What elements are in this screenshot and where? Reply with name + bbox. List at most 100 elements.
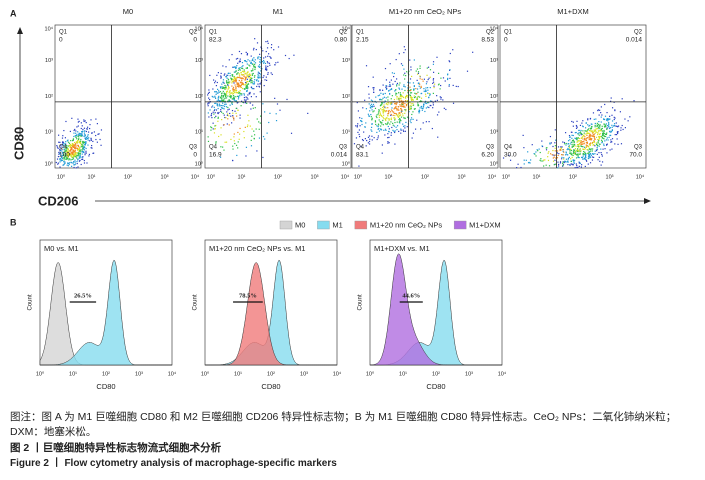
dot — [220, 146, 222, 148]
dot — [404, 127, 406, 129]
dot — [68, 142, 71, 144]
dot — [574, 137, 576, 139]
dot — [568, 152, 571, 154]
dot — [238, 61, 240, 63]
dot — [251, 135, 253, 137]
dot — [276, 103, 279, 105]
dot — [80, 163, 82, 166]
dot — [378, 94, 381, 96]
dot — [83, 147, 85, 149]
dot — [246, 72, 248, 74]
dot — [233, 80, 236, 82]
dot — [589, 148, 591, 150]
dot — [573, 161, 575, 163]
dot — [245, 99, 247, 101]
dot — [587, 163, 589, 165]
dot — [226, 111, 228, 113]
dot — [238, 85, 240, 87]
quadrant-value: 2.15 — [356, 37, 369, 44]
dot — [594, 132, 596, 134]
dot — [598, 114, 600, 116]
dot — [237, 83, 239, 85]
dot — [549, 143, 551, 145]
dot — [222, 104, 224, 107]
dot — [367, 142, 370, 144]
dot — [239, 60, 241, 63]
dot — [381, 99, 383, 101]
dot — [404, 100, 407, 102]
dot — [617, 143, 619, 145]
dot — [223, 114, 225, 116]
dot — [410, 99, 413, 101]
dot — [77, 145, 80, 148]
dot — [245, 82, 247, 85]
dot — [392, 111, 394, 113]
dot — [404, 78, 406, 80]
dot — [249, 125, 251, 127]
dot — [414, 128, 417, 130]
dot — [381, 102, 383, 104]
quadrant-name: Q1 — [356, 30, 365, 36]
dot — [83, 162, 86, 164]
dot — [572, 134, 574, 137]
dot — [71, 147, 73, 149]
dot — [361, 120, 363, 123]
dot — [377, 95, 379, 97]
dot — [356, 101, 358, 104]
dot — [541, 140, 543, 142]
dot — [400, 63, 403, 65]
dot — [574, 132, 576, 134]
dot — [571, 131, 573, 133]
dot — [617, 126, 619, 128]
dot — [258, 85, 260, 87]
dot — [260, 115, 262, 117]
dot — [570, 141, 572, 143]
dot — [246, 67, 248, 69]
dot — [267, 62, 269, 64]
dot — [66, 151, 68, 153]
dot — [240, 105, 242, 107]
dot — [410, 69, 412, 71]
dot — [81, 156, 83, 158]
dot — [259, 77, 261, 79]
dot — [573, 143, 576, 146]
dot — [67, 156, 69, 158]
dot — [226, 123, 228, 125]
dot — [396, 84, 398, 86]
dot — [398, 88, 401, 90]
dot — [428, 77, 430, 79]
dot — [241, 93, 243, 95]
dot — [72, 162, 74, 164]
dot — [387, 141, 389, 143]
dot — [81, 153, 83, 155]
quadrant-name: Q4 — [59, 145, 68, 151]
dot — [555, 163, 557, 165]
dot — [68, 163, 70, 166]
dot — [387, 96, 389, 98]
dot — [582, 136, 584, 138]
dot — [557, 154, 559, 157]
dot — [377, 113, 379, 115]
dot — [405, 121, 407, 124]
dot — [252, 69, 254, 72]
dot — [410, 105, 412, 107]
dot — [247, 81, 249, 83]
dot — [384, 123, 387, 125]
dot — [233, 66, 235, 68]
dot — [580, 132, 582, 135]
dot — [611, 114, 613, 116]
dot — [596, 148, 599, 150]
dot — [609, 131, 611, 133]
dot — [624, 118, 626, 120]
dot — [65, 120, 67, 123]
dot — [575, 163, 577, 165]
dot — [416, 68, 419, 70]
dot — [440, 98, 442, 100]
dot — [627, 120, 629, 122]
dot — [240, 100, 243, 102]
y-tick-label: 10⁰ — [195, 160, 204, 167]
dot — [246, 73, 248, 75]
dot — [595, 142, 597, 144]
dot — [78, 132, 80, 134]
dot — [223, 87, 226, 89]
